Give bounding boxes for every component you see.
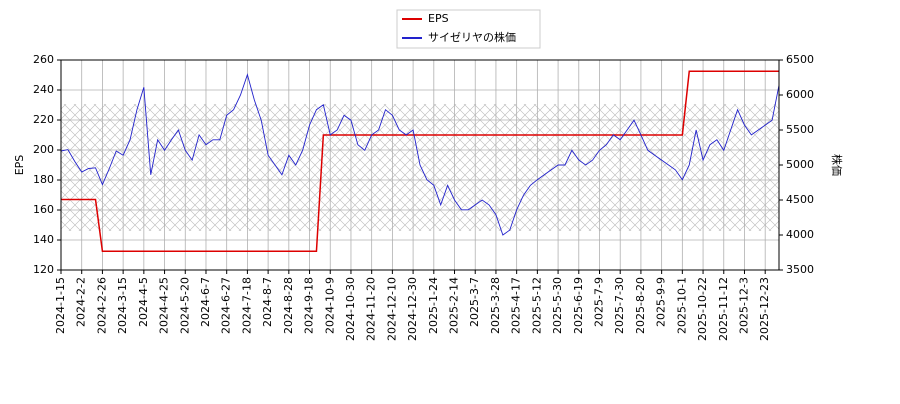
x-tick-label: 2025-8-20	[634, 277, 647, 334]
y-tick-label: 240	[33, 83, 54, 96]
y-tick-label: 200	[33, 143, 54, 156]
x-tick-label: 2025-2-14	[448, 277, 461, 334]
x-tick-label: 2024-1-15	[54, 277, 67, 334]
x-tick-label: 2024-9-18	[303, 277, 316, 334]
legend-label: EPS	[428, 12, 449, 25]
y2-tick-label: 5000	[786, 158, 814, 171]
x-tick-label: 2025-5-12	[530, 277, 543, 334]
x-tick-label: 2024-8-28	[282, 277, 295, 334]
y2-tick-label: 4500	[786, 193, 814, 206]
legend-label: サイゼリヤの株価	[428, 30, 516, 44]
x-tick-label: 2024-4-5	[137, 277, 150, 327]
y-tick-label: 180	[33, 173, 54, 186]
y2-tick-label: 6000	[786, 88, 814, 101]
x-tick-label: 2025-3-7	[468, 277, 481, 327]
x-tick-label: 2024-6-27	[220, 277, 233, 334]
x-tick-label: 2025-12-23	[758, 277, 771, 341]
x-tick-label: 2025-6-19	[572, 277, 585, 334]
x-tick-label: 2024-11-20	[365, 277, 378, 341]
x-tick-label: 2024-10-9	[323, 277, 336, 334]
x-tick-label: 2024-5-20	[178, 277, 191, 334]
x-tick-label: 2025-3-28	[489, 277, 502, 334]
y-tick-label: 260	[33, 53, 54, 66]
x-tick-label: 2024-2-2	[75, 277, 88, 327]
x-tick-label: 2025-9-9	[655, 277, 668, 327]
y2-axis-label: 株価	[830, 154, 844, 176]
x-tick-label: 2024-4-25	[158, 277, 171, 334]
x-tick-label: 2024-10-30	[344, 277, 357, 341]
x-tick-label: 2025-11-12	[717, 277, 730, 341]
series-line	[61, 70, 779, 252]
y-axis-label: EPS	[13, 155, 26, 176]
y2-tick-label: 3500	[786, 263, 814, 276]
y-tick-label: 160	[33, 203, 54, 216]
y-tick-label: 120	[33, 263, 54, 276]
y-tick-label: 140	[33, 233, 54, 246]
x-tick-label: 2025-12-3	[737, 277, 750, 334]
x-tick-label: 2024-6-7	[199, 277, 212, 327]
x-tick-label: 2025-4-17	[510, 277, 523, 334]
x-tick-label: 2025-1-24	[427, 277, 440, 334]
x-tick-label: 2025-10-22	[696, 277, 709, 341]
legend: EPS サイゼリヤの株価	[396, 9, 541, 49]
y2-tick-label: 4000	[786, 228, 814, 241]
x-tick-label: 2024-2-26	[95, 277, 108, 334]
y2-tick-label: 5500	[786, 123, 814, 136]
series-line	[60, 73, 780, 236]
x-tick-label: 2025-7-30	[613, 277, 626, 334]
x-tick-label: 2024-12-10	[385, 277, 398, 341]
y2-tick-label: 6500	[786, 53, 814, 66]
x-tick-label: 2024-7-18	[240, 277, 253, 334]
axes: 120 140 160 180 200 220 240 260 3500 4000 4500 5000…	[33, 53, 814, 341]
x-tick-label: 2025-10-1	[675, 277, 688, 334]
marks	[60, 70, 780, 252]
x-tick-label: 2024-8-7	[261, 277, 274, 327]
x-tick-label: 2024-3-15	[116, 277, 129, 334]
legend-box	[396, 9, 541, 49]
x-tick-label: 2024-12-30	[406, 277, 419, 341]
y-tick-label: 220	[33, 113, 54, 126]
x-tick-label: 2025-7-9	[593, 277, 606, 327]
x-tick-label: 2025-5-30	[551, 277, 564, 334]
